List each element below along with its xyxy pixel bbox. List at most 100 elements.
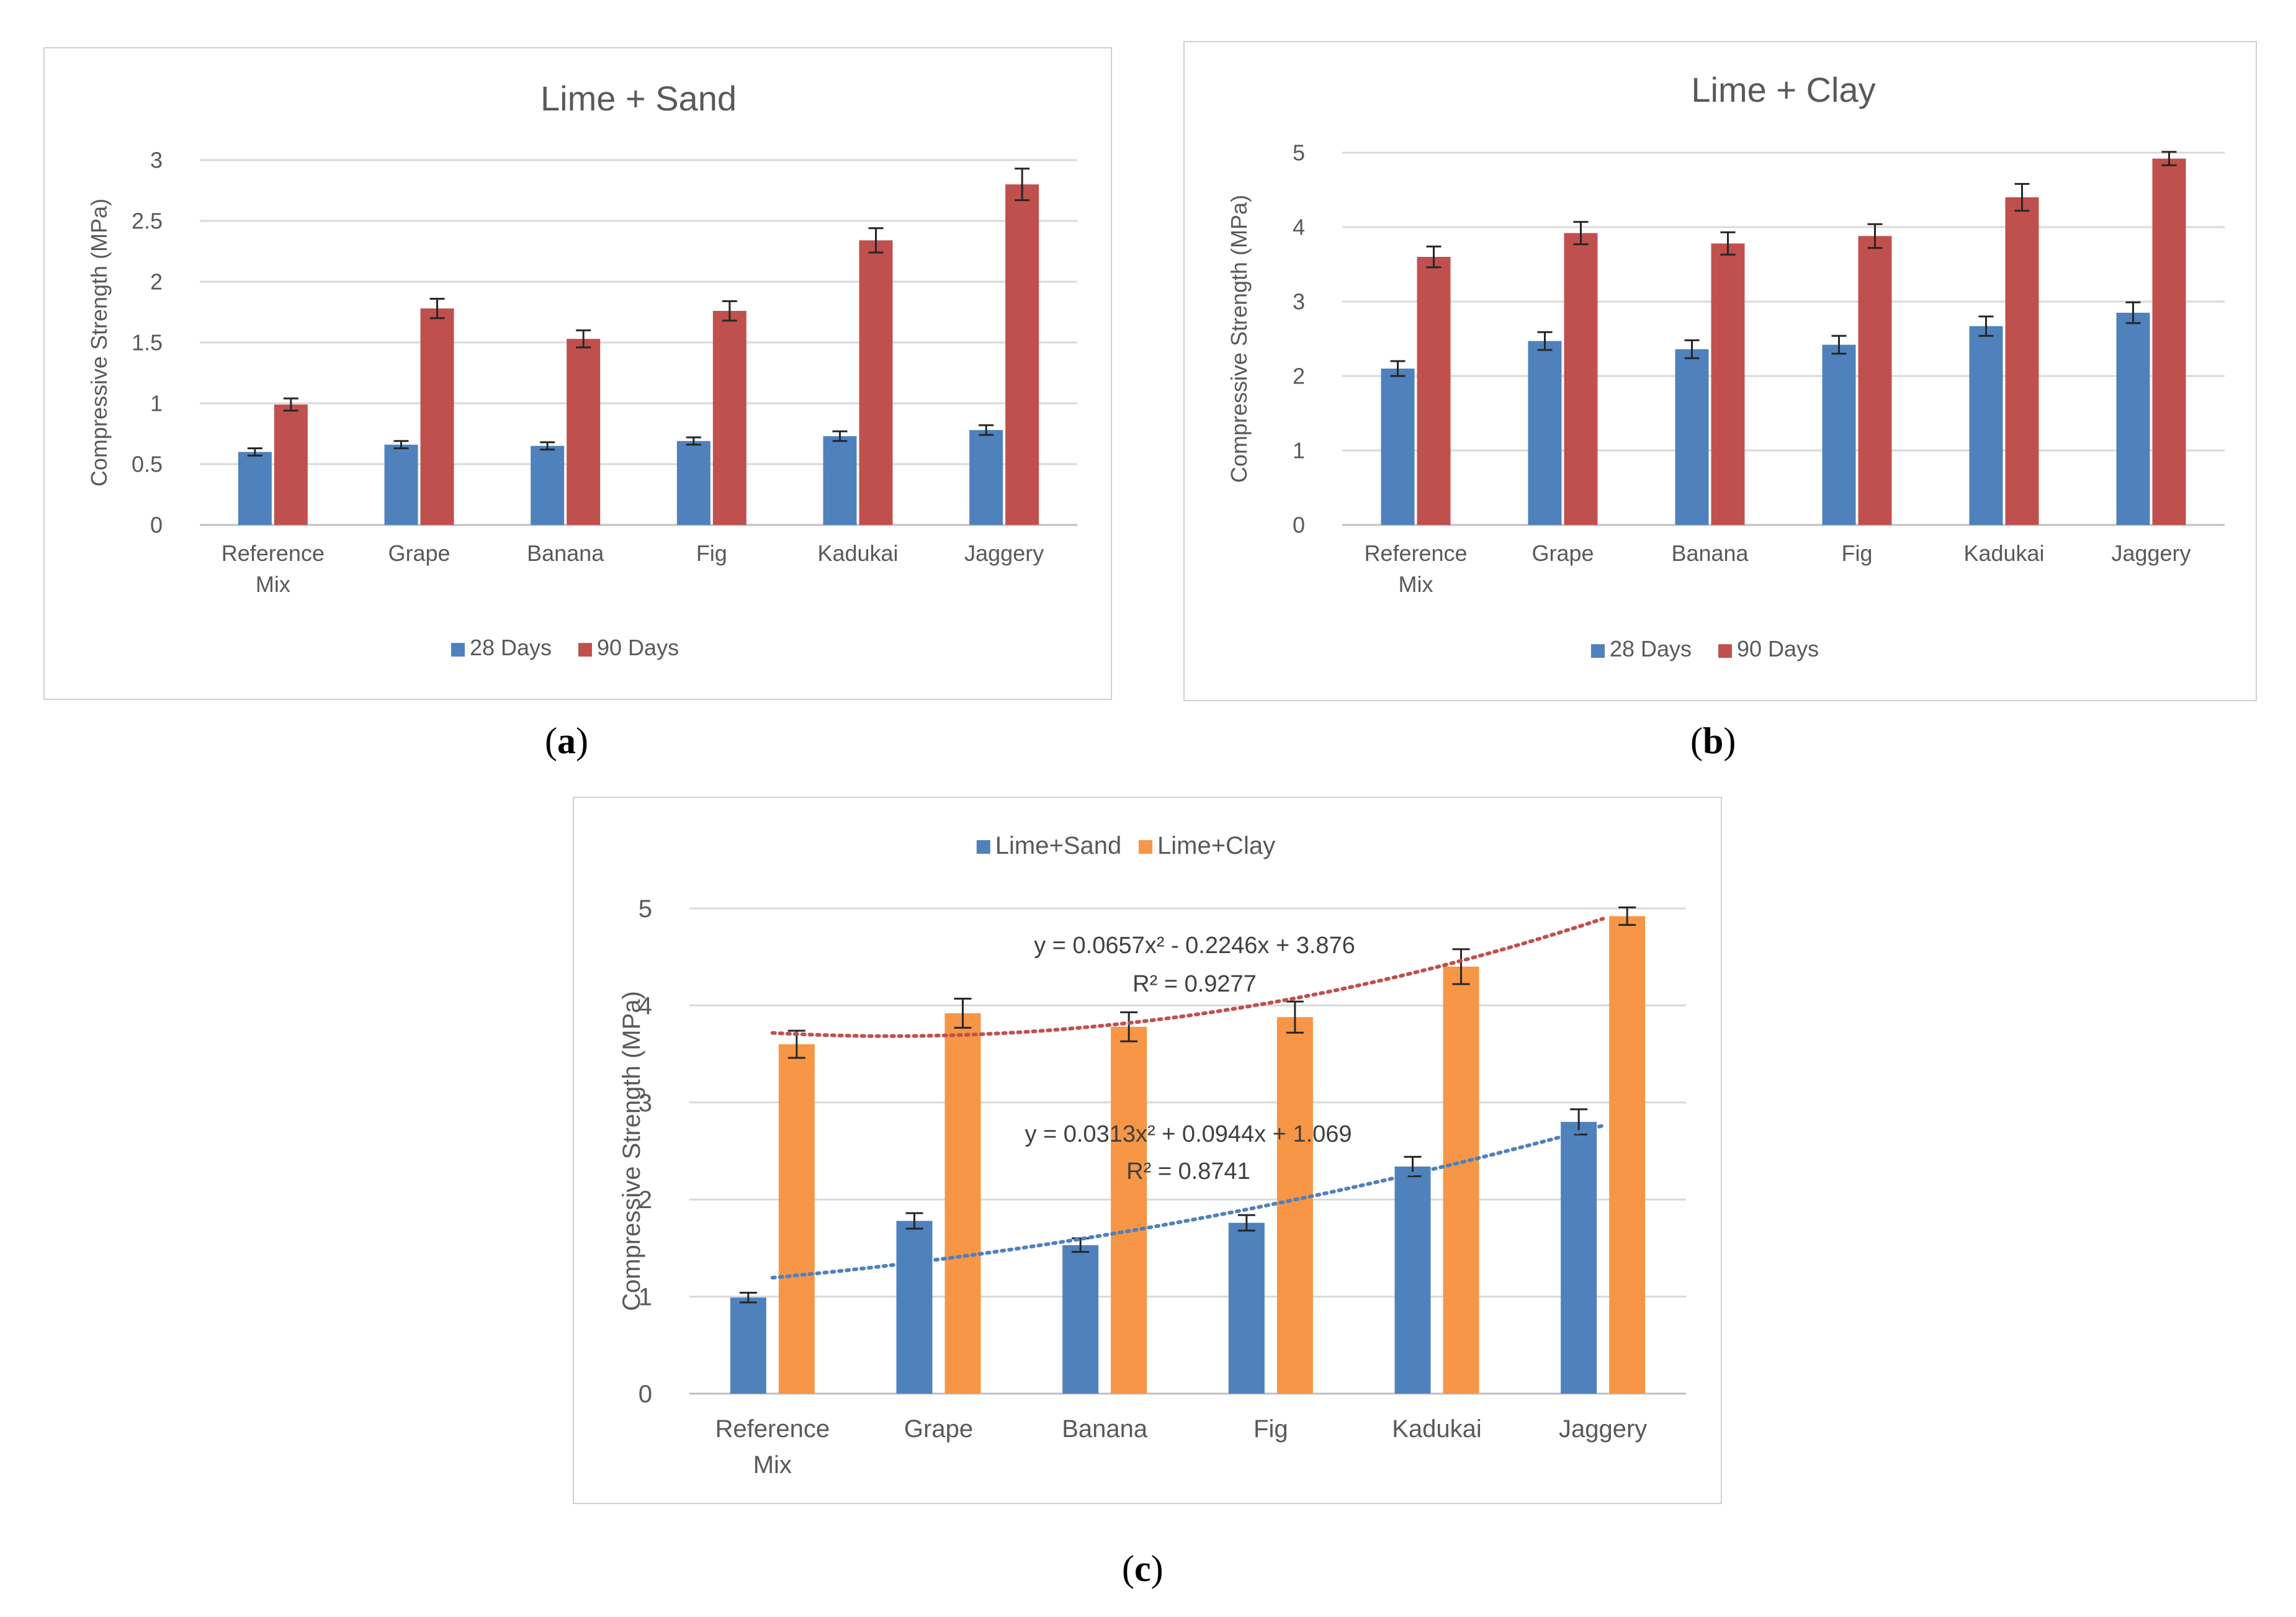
trendline xyxy=(770,916,1605,1038)
bar xyxy=(1969,326,2003,525)
x-tick-label: Banana xyxy=(1062,1415,1148,1443)
trendline xyxy=(770,1124,1605,1280)
bar xyxy=(420,308,454,525)
bar xyxy=(1228,1222,1265,1394)
bar xyxy=(1417,257,1451,525)
x-tick-label: Reference xyxy=(222,540,325,566)
y-tick-label: 2 xyxy=(639,1186,652,1214)
bar xyxy=(531,446,565,525)
x-tick-label: Kadukai xyxy=(817,540,898,566)
y-tick-label: 3 xyxy=(639,1090,652,1117)
bar xyxy=(1005,184,1039,525)
y-tick-label: 0.5 xyxy=(132,452,163,477)
x-tick-label: Grape xyxy=(388,540,450,566)
y-tick-label: 4 xyxy=(1293,215,1305,240)
trendline-r-squared: R² = 0.8741 xyxy=(1126,1158,1250,1185)
trendline-equation: y = 0.0313x² + 0.0944x + 1.069 xyxy=(1025,1121,1352,1147)
y-tick-label: 1 xyxy=(639,1284,652,1311)
chart-panel-comparison: 0 1 2 3 4 5 Compressive Strength (MPa) Referenc… xyxy=(573,797,1722,1504)
bar xyxy=(778,1044,815,1394)
bar xyxy=(2005,197,2039,525)
panel-label-b: (b) xyxy=(1690,720,1736,761)
panel-label-a: (a) xyxy=(545,720,588,761)
bar xyxy=(274,404,308,525)
bar xyxy=(859,240,893,525)
bar xyxy=(1111,1026,1147,1394)
legend-label: Lime+Sand xyxy=(995,832,1121,859)
y-axis-label: Compressive Strength (MPa) xyxy=(618,991,645,1311)
bar xyxy=(1561,1122,1597,1394)
x-tick-label: Fig xyxy=(1841,540,1872,566)
legend-swatch xyxy=(1718,644,1732,658)
bar xyxy=(969,430,1003,525)
bar xyxy=(1858,236,1892,525)
bar xyxy=(1528,341,1562,525)
legend-label: 90 Days xyxy=(597,635,679,660)
bar xyxy=(1276,1017,1313,1394)
x-tick-label: Mix xyxy=(753,1451,792,1479)
legend-swatch xyxy=(976,840,990,854)
x-tick-label: Reference xyxy=(715,1415,830,1443)
x-tick-label: Banana xyxy=(1671,540,1749,566)
bar xyxy=(944,1013,981,1394)
bar xyxy=(1711,243,1745,525)
x-tick-label: Kadukai xyxy=(1392,1415,1482,1443)
chart-comparison: 0 1 2 3 4 5 Compressive Strength (MPa) Referenc… xyxy=(618,832,1686,1479)
bar xyxy=(1381,369,1415,525)
y-tick-label: 0 xyxy=(150,513,163,538)
y-tick-label: 2 xyxy=(150,269,163,295)
x-tick-label: Reference xyxy=(1364,540,1467,566)
bar xyxy=(1675,349,1709,525)
bar xyxy=(712,311,747,525)
chart-panel-lime-sand: Lime + Sand 0 0.5 1 1.5 2 2.5 3 Compressive Stre… xyxy=(43,47,1112,700)
y-tick-label: 3 xyxy=(150,148,163,173)
y-axis-label: Compressive Strength (MPa) xyxy=(86,199,112,486)
bar xyxy=(1062,1245,1099,1394)
y-tick-label: 0 xyxy=(1293,513,1305,538)
bar xyxy=(730,1297,766,1394)
x-tick-label: Mix xyxy=(256,571,290,597)
legend-swatch xyxy=(451,643,465,657)
x-tick-label: Fig xyxy=(1253,1415,1288,1443)
bar xyxy=(2152,158,2186,526)
chart-title: Lime + Sand xyxy=(540,79,737,118)
legend-label: 28 Days xyxy=(470,635,552,660)
x-tick-label: Grape xyxy=(1531,540,1594,566)
y-tick-label: 1 xyxy=(150,391,163,416)
x-tick-label: Jaggery xyxy=(964,540,1044,566)
x-tick-label: Fig xyxy=(696,540,727,566)
legend-swatch xyxy=(578,643,592,657)
bar xyxy=(2116,313,2150,525)
bar xyxy=(567,339,601,525)
bar xyxy=(896,1221,933,1394)
x-tick-label: Mix xyxy=(1399,571,1433,597)
chart-lime-sand: Lime + Sand 0 0.5 1 1.5 2 2.5 3 Compressive Stre… xyxy=(86,79,1077,660)
legend-label: Lime+Clay xyxy=(1157,832,1275,859)
x-tick-label: Grape xyxy=(904,1415,973,1443)
legend-swatch xyxy=(1139,840,1152,854)
bar xyxy=(823,436,857,525)
x-tick-label: Jaggery xyxy=(2111,540,2191,566)
y-tick-label: 3 xyxy=(1293,289,1305,315)
x-tick-label: Banana xyxy=(527,540,604,566)
trendline-r-squared: R² = 0.9277 xyxy=(1132,971,1257,997)
bar xyxy=(1394,1167,1431,1394)
x-tick-label: Kadukai xyxy=(1963,540,2044,566)
y-tick-label: 2.5 xyxy=(132,208,163,234)
legend-label: 28 Days xyxy=(1610,636,1692,661)
bar xyxy=(384,444,418,525)
y-tick-label: 1.5 xyxy=(132,330,163,356)
bar xyxy=(1609,916,1646,1394)
y-tick-label: 5 xyxy=(1293,140,1305,166)
chart-panel-lime-clay: Lime + Clay 0 1 2 3 4 5 Compressive Strength (M… xyxy=(1183,41,2257,701)
bar xyxy=(1443,966,1479,1394)
y-axis-label: Compressive Strength (MPa) xyxy=(1226,195,1252,483)
y-tick-label: 2 xyxy=(1293,364,1305,389)
x-tick-label: Jaggery xyxy=(1559,1415,1647,1443)
chart-title: Lime + Clay xyxy=(1691,70,1875,109)
panel-label-c: (c) xyxy=(1122,1548,1164,1589)
legend-label: 90 Days xyxy=(1737,636,1819,661)
y-tick-label: 1 xyxy=(1293,438,1305,464)
y-tick-label: 0 xyxy=(639,1381,652,1408)
bar xyxy=(1822,344,1856,525)
